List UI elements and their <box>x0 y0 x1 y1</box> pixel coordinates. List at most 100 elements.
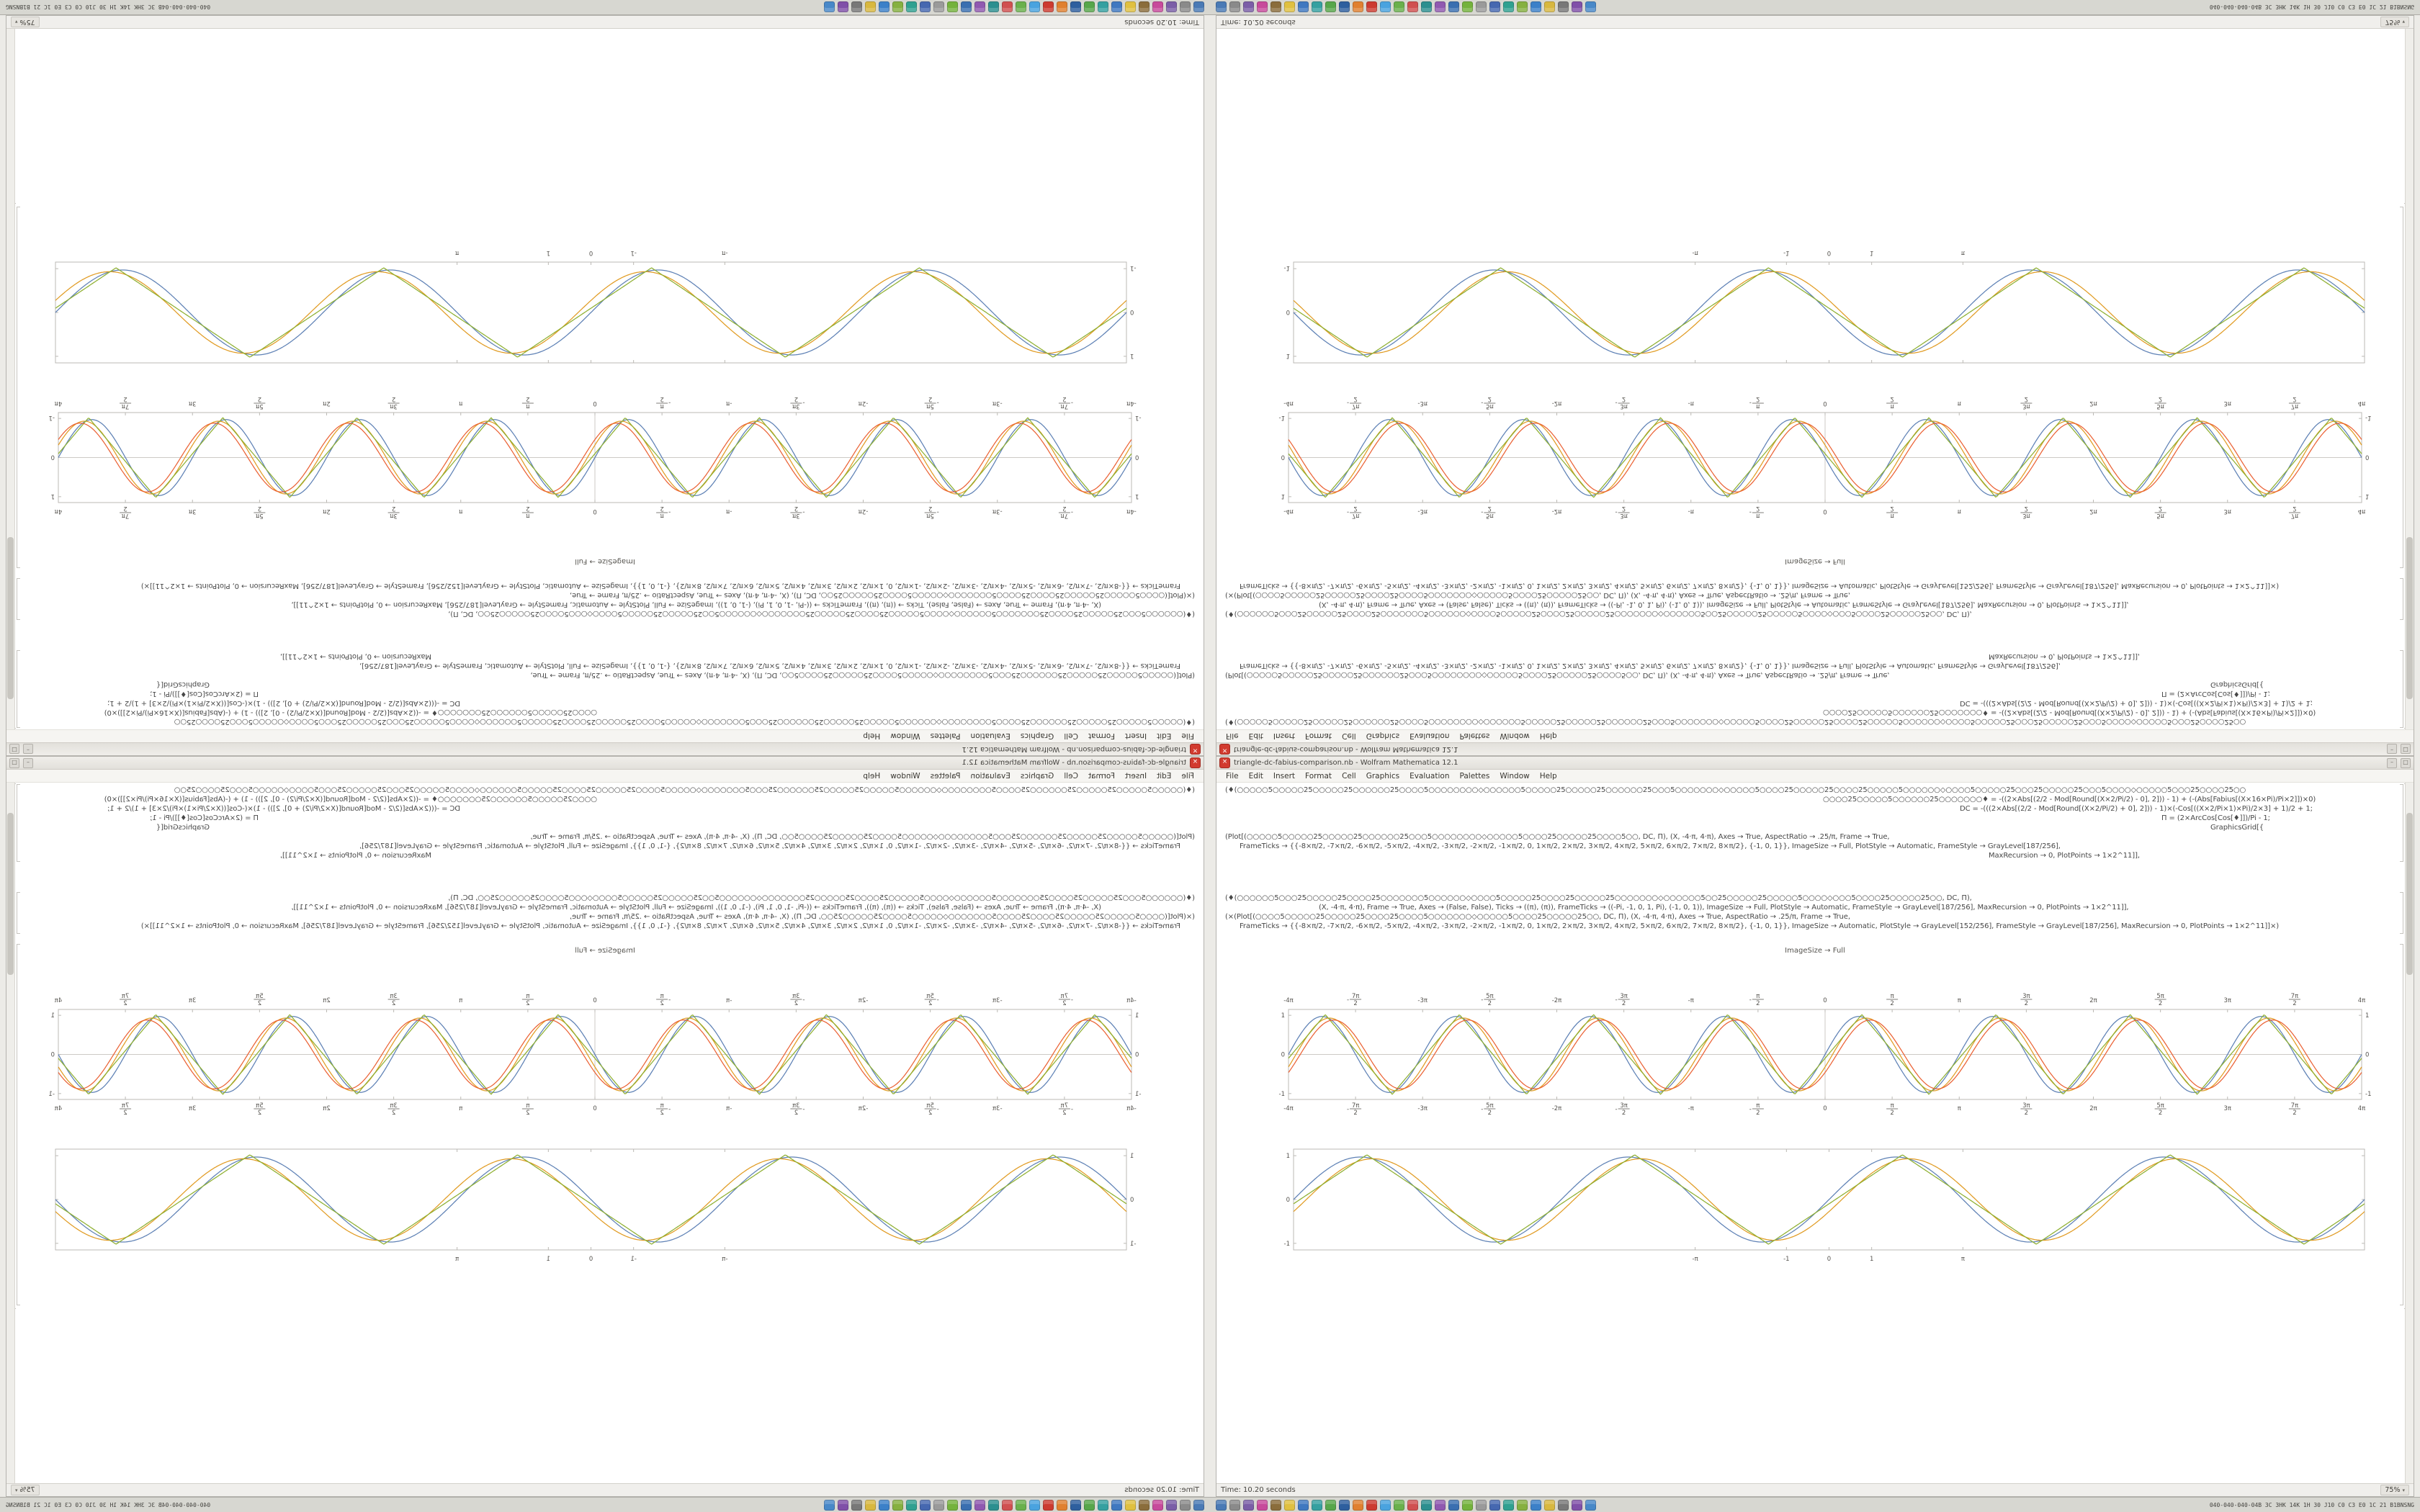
taskbar-app-icon[interactable] <box>974 1 985 13</box>
plot-output-lower[interactable]: -π -1 0 1 π 1 0 -1 <box>1216 1145 2414 1271</box>
code-line[interactable]: MaxRecursion → 0, PlotPoints → 1×2^11]], <box>1989 652 2140 660</box>
taskbar-app-icon[interactable] <box>1016 1499 1026 1511</box>
menu-item[interactable]: Insert <box>1273 771 1296 780</box>
close-button[interactable]: × <box>1190 757 1201 768</box>
taskbar-app-icon[interactable] <box>974 1499 985 1511</box>
code-line[interactable]: (Plot[(○○○○○5○○○○○25○○○○○25○○○○○○25○○○5○… <box>1225 833 1890 841</box>
taskbar-app-icon[interactable] <box>1544 1 1555 13</box>
menu-item[interactable]: Help <box>1539 732 1557 741</box>
scrollbar-thumb[interactable] <box>2406 537 2413 699</box>
taskbar-app-icon[interactable] <box>1016 1 1026 13</box>
taskbar-app-icon[interactable] <box>1435 1499 1446 1511</box>
taskbar-app-icon[interactable] <box>1489 1499 1500 1511</box>
menu-item[interactable]: Format <box>1088 732 1115 741</box>
taskbar-app-icon[interactable] <box>1166 1 1177 13</box>
code-line[interactable]: FrameTicks → {{-8×π/2, -7×π/2, -6×π/2, -… <box>359 662 1180 670</box>
taskbar-app-icon[interactable] <box>1098 1 1108 13</box>
taskbar-app-icon[interactable] <box>1503 1499 1514 1511</box>
taskbar-app-icon[interactable] <box>1152 1 1163 13</box>
taskbar-app-icon[interactable] <box>988 1 999 13</box>
taskbar-app-icon[interactable] <box>1394 1 1404 13</box>
code-line[interactable]: (♦(○○○○○○5○○○25○○○○○25○○○○25○○○○○○○5○○○○… <box>1225 894 1972 902</box>
taskbar-app-icon[interactable] <box>1125 1499 1136 1511</box>
taskbar-app-icon[interactable] <box>1531 1 1541 13</box>
code-line[interactable]: (X, -4·π, 4·π), Frame → True, Axes → (Fa… <box>291 904 1101 912</box>
taskbar-app-icon[interactable] <box>1270 1 1281 13</box>
code-line[interactable]: MaxRecursion → 0, PlotPoints → 1×2^11]], <box>1989 852 2140 860</box>
maximize-button[interactable]: □ <box>9 744 19 755</box>
taskbar-app-icon[interactable] <box>1043 1499 1054 1511</box>
taskbar-app-icon[interactable] <box>824 1 835 13</box>
taskbar-app-icon[interactable] <box>838 1499 848 1511</box>
minimize-button[interactable]: – <box>2387 744 2397 755</box>
code-line[interactable]: (♦(○○○○○○5○○○25○○○○○25○○○○25○○○○○○○5○○○○… <box>448 610 1195 618</box>
taskbar-app-icon[interactable] <box>1084 1499 1095 1511</box>
taskbar-app-icon[interactable] <box>1152 1499 1163 1511</box>
taskbar-app-icon[interactable] <box>1476 1 1487 13</box>
taskbar-app-icon[interactable] <box>1572 1499 1582 1511</box>
code-line[interactable]: FrameTicks → {{-8×π/2, -7×π/2, -6×π/2, -… <box>1240 582 2280 590</box>
close-button[interactable]: × <box>1190 744 1201 755</box>
menu-item[interactable]: Cell <box>1064 771 1078 780</box>
taskbar-app-icon[interactable] <box>1216 1 1227 13</box>
zoom-control[interactable]: 75% ▾ <box>2380 1485 2409 1495</box>
menu-item[interactable]: Format <box>1088 771 1115 780</box>
taskbar-app-icon[interactable] <box>1070 1499 1081 1511</box>
taskbar-app-icon[interactable] <box>1180 1499 1191 1511</box>
taskbar-app-icon[interactable] <box>947 1 958 13</box>
menu-item[interactable]: Cell <box>1342 732 1356 741</box>
code-line[interactable]: (Plot[(○○○○○5○○○○○25○○○○○25○○○○○○25○○○5○… <box>1225 671 1890 679</box>
taskbar-app-icon[interactable] <box>1284 1 1295 13</box>
taskbar-app-icon[interactable] <box>851 1 862 13</box>
code-line[interactable]: ○○○○25○○○○○5○○○○○○25○○○○○○○♦ = -((2×Abs[… <box>104 796 597 804</box>
zoom-control[interactable]: 75% ▾ <box>11 1485 40 1495</box>
taskbar-app-icon[interactable] <box>1489 1 1500 13</box>
taskbar-app-icon[interactable] <box>961 1 972 13</box>
code-line[interactable]: ○○○○25○○○○○5○○○○○○25○○○○○○○♦ = -((2×Abs[… <box>1823 796 2316 804</box>
code-line[interactable]: (♦(○○○○○5○○○○○25○○○○○25○○○○○○25○○○○5○○○○… <box>1225 718 2246 726</box>
taskbar-app-icon[interactable] <box>1029 1499 1040 1511</box>
code-line[interactable]: (♦(○○○○○5○○○○○25○○○○○25○○○○○○25○○○○5○○○○… <box>174 786 1195 794</box>
taskbar-app-icon[interactable] <box>1394 1499 1404 1511</box>
taskbar-app-icon[interactable] <box>906 1499 917 1511</box>
code-line[interactable]: (×(Plot[(○○○○5○○○○○25○○○○○25○○○○25○○○○5○… <box>570 591 1195 599</box>
taskbar-app-icon[interactable] <box>1098 1499 1108 1511</box>
taskbar-app-icon[interactable] <box>1057 1 1067 13</box>
taskbar-app-icon[interactable] <box>1421 1499 1432 1511</box>
taskbar-app-icon[interactable] <box>1139 1 1150 13</box>
taskbar-app-icon[interactable] <box>947 1499 958 1511</box>
menu-item[interactable]: Graphics <box>1366 771 1400 780</box>
code-line[interactable]: MaxRecursion → 0, PlotPoints → 1×2^11]], <box>280 852 431 860</box>
taskbar-app-icon[interactable] <box>1462 1 1473 13</box>
code-line[interactable]: (Plot[(○○○○○5○○○○○25○○○○○25○○○○○○25○○○5○… <box>530 833 1195 841</box>
code-line[interactable]: Π = (2×ArcCos[Cos[♦]])/Pi - 1; <box>2161 814 2270 822</box>
taskbar-app-icon[interactable] <box>1339 1 1350 13</box>
code-line[interactable]: ○○○○25○○○○○5○○○○○○25○○○○○○○♦ = -((2×Abs[… <box>1823 708 2316 716</box>
taskbar-app-icon[interactable] <box>1139 1499 1150 1511</box>
plot-output-upper[interactable]: -4π -4π 7π 2-7π 2- -3π -3π 5π 2-5π 2- -2π -2π 3π 2-3π… <box>6 386 1204 524</box>
taskbar-app-icon[interactable] <box>1407 1499 1418 1511</box>
menu-item[interactable]: Help <box>863 771 881 780</box>
menu-item[interactable]: File <box>1181 732 1194 741</box>
taskbar-app-icon[interactable] <box>824 1499 835 1511</box>
code-line[interactable]: FrameTicks → {{-8×π/2, -7×π/2, -6×π/2, -… <box>1240 842 2061 850</box>
code-line[interactable]: (♦(○○○○○○5○○○25○○○○○25○○○○25○○○○○○○5○○○○… <box>1225 610 1972 618</box>
taskbar-app-icon[interactable] <box>838 1 848 13</box>
taskbar-app-icon[interactable] <box>1070 1 1081 13</box>
code-line[interactable]: (♦(○○○○○5○○○○○25○○○○○25○○○○○○25○○○○5○○○○… <box>1225 786 2246 794</box>
menu-item[interactable]: Palettes <box>930 771 961 780</box>
taskbar-app-icon[interactable] <box>1585 1 1596 13</box>
menu-item[interactable]: Cell <box>1342 771 1356 780</box>
taskbar-app-icon[interactable] <box>1298 1 1309 13</box>
code-line[interactable]: DC = -(((2×Abs[(2/2 - Mod[Round[(X×2/Pi/… <box>1960 699 2313 707</box>
taskbar-app-icon[interactable] <box>892 1 903 13</box>
menu-item[interactable]: Window <box>1500 771 1530 780</box>
taskbar-app-icon[interactable] <box>1166 1499 1177 1511</box>
taskbar-app-icon[interactable] <box>1517 1 1528 13</box>
menu-item[interactable]: Evaluation <box>970 732 1010 741</box>
plot-output-lower[interactable]: -π -1 0 1 π 1 0 -1 <box>6 241 1204 367</box>
taskbar-app-icon[interactable] <box>892 1499 903 1511</box>
menu-item[interactable]: Palettes <box>1459 771 1490 780</box>
menu-item[interactable]: Insert <box>1124 771 1147 780</box>
taskbar-app-icon[interactable] <box>1084 1 1095 13</box>
